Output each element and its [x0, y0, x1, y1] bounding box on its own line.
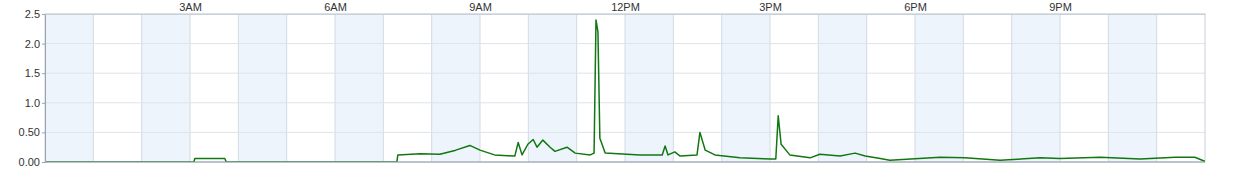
x-tick-label: 3PM: [759, 1, 782, 13]
hour-grid-line: [963, 14, 964, 162]
x-axis-line: [46, 14, 1206, 15]
y-axis: 0.00 0.50 1.0 1.5 2.0 2.5: [19, 8, 46, 168]
x-tick: 6AM: [324, 1, 347, 14]
x-tick-label: 9AM: [469, 1, 492, 13]
band: [238, 14, 286, 162]
hour-grid-line: [625, 14, 626, 162]
x-tick-label: 6PM: [904, 1, 927, 13]
band: [1108, 14, 1156, 162]
hour-grid-line: [1156, 14, 1157, 162]
band: [432, 14, 480, 162]
y-tick: 2.0: [25, 38, 45, 50]
hour-grid-line: [286, 14, 287, 162]
chart: 0.00 0.50 1.0 1.5 2.0 2.5 3AM 6AM 9AM 12PM 3PM 6PM 9…: [0, 0, 1250, 178]
hour-grid-line: [238, 14, 239, 162]
hour-grid-line: [1011, 14, 1012, 162]
band: [625, 14, 673, 162]
y-tick-mark: [42, 14, 45, 15]
y-tick: 0.00: [19, 156, 45, 168]
band: [1012, 14, 1060, 162]
y-tick: 2.5: [25, 8, 45, 20]
y-tick-label: 2.0: [25, 38, 40, 50]
series: [45, 20, 1205, 162]
hour-grid-line: [1108, 14, 1109, 162]
hour-grid-line: [673, 14, 674, 162]
y-tick-label: 0.50: [19, 126, 40, 138]
background: [45, 14, 1205, 162]
y-tick-mark: [42, 44, 45, 45]
hour-grid-line: [141, 14, 142, 162]
data-line: [45, 20, 1205, 162]
y-tick-label: 1.5: [25, 67, 40, 79]
hour-grid-line: [866, 14, 867, 162]
grid-line: [45, 43, 1205, 44]
hour-grid-line: [1060, 14, 1061, 162]
hour-grid-line: [480, 14, 481, 162]
hour-grid-line: [576, 14, 577, 162]
x-tick: 3AM: [179, 1, 202, 14]
x-tick-label: 6AM: [324, 1, 347, 13]
hour-grid-line: [431, 14, 432, 162]
hour-grid-line: [770, 14, 771, 162]
y-tick: 0.50: [19, 126, 45, 138]
band: [722, 14, 770, 162]
band: [142, 14, 190, 162]
y-tick-mark: [42, 162, 45, 163]
grid-line: [45, 73, 1205, 74]
x-tick-label: 9PM: [1049, 1, 1072, 13]
plot: 0.00 0.50 1.0 1.5 2.0 2.5 3AM 6AM 9AM 12PM 3PM 6PM 9…: [19, 1, 1206, 168]
band: [335, 14, 383, 162]
hour-grid-line: [818, 14, 819, 162]
band: [45, 14, 93, 162]
y-tick-mark: [42, 132, 45, 133]
y-tick-label: 0.00: [19, 156, 40, 168]
y-tick-label: 2.5: [25, 8, 40, 20]
y-tick: 1.5: [25, 67, 45, 79]
hour-grid-line: [383, 14, 384, 162]
y-axis-line: [42, 15, 46, 163]
band: [915, 14, 963, 162]
grid-line: [45, 162, 1205, 163]
hour-grid-line: [528, 14, 529, 162]
y-tick-label: 1.0: [25, 97, 40, 109]
grid-line: [45, 102, 1205, 103]
y-tick-mark: [42, 73, 45, 74]
band: [528, 14, 576, 162]
x-tick: 12PM: [611, 1, 640, 14]
x-axis: 3AM 6AM 9AM 12PM 3PM 6PM 9PM: [46, 1, 1206, 15]
plot-frame: [45, 14, 1205, 162]
x-tick: 3PM: [759, 1, 782, 14]
x-tick: 9PM: [1049, 1, 1072, 14]
y-tick-mark: [42, 103, 45, 104]
grid-line: [45, 132, 1205, 133]
y-tick: 1.0: [25, 97, 45, 109]
x-tick: 9AM: [469, 1, 492, 14]
x-tick: 6PM: [904, 1, 927, 14]
hour-grid-line: [915, 14, 916, 162]
x-tick-label: 12PM: [611, 1, 640, 13]
x-baseline: [45, 162, 1205, 163]
band: [818, 14, 866, 162]
x-tick-label: 3AM: [179, 1, 202, 13]
hour-grid-line: [335, 14, 336, 162]
hour-grid-line: [190, 14, 191, 162]
hour-grid-line: [721, 14, 722, 162]
hour-grid-line: [93, 14, 94, 162]
